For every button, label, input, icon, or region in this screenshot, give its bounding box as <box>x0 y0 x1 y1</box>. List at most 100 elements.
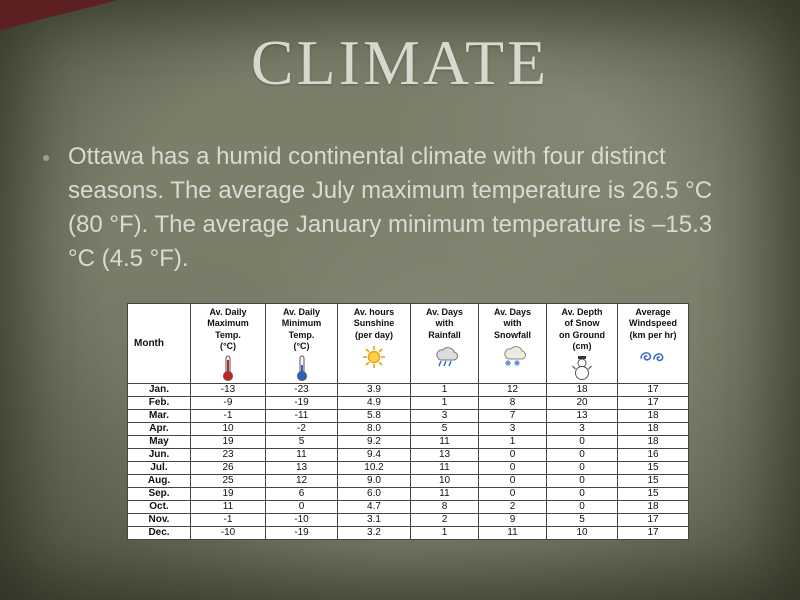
climate-data-table: Month Av. Daily Maximum Temp. (°C) Av. Dai… <box>127 303 689 540</box>
table-row: Mar. -1 -11 5.8 3 7 13 18 <box>127 409 689 423</box>
value-cell: 5 <box>546 513 618 527</box>
bullet-text: Ottawa has a humid continental climate w… <box>68 143 713 272</box>
month-cell: Feb. <box>127 396 191 410</box>
value-cell: 10 <box>190 422 266 436</box>
column-header-label: Month <box>134 337 164 349</box>
value-cell: -11 <box>265 409 338 423</box>
value-cell: 18 <box>546 383 618 397</box>
value-cell: 17 <box>617 396 689 410</box>
value-cell: 13 <box>546 409 618 423</box>
value-cell: 26 <box>190 461 266 475</box>
column-header: Av. Daily Minimum Temp. (°C) <box>265 303 338 384</box>
value-cell: 2 <box>410 513 479 527</box>
slide-title: CLIMATE <box>250 27 550 98</box>
table-row: Apr. 10 -2 8.0 5 3 3 18 <box>127 422 689 436</box>
bullet-item: ● Ottawa has a humid continental climate… <box>42 140 742 276</box>
table-row: Sep. 19 6 6.0 11 0 0 15 <box>127 487 689 501</box>
value-cell: 13 <box>265 461 338 475</box>
value-cell: 5 <box>265 435 338 449</box>
value-cell: -23 <box>265 383 338 397</box>
month-cell: Sep. <box>127 487 191 501</box>
climate-table-container: Month Av. Daily Maximum Temp. (°C) Av. Dai… <box>127 303 689 540</box>
value-cell: 8 <box>410 500 479 514</box>
value-cell: 3.1 <box>337 513 411 527</box>
value-cell: 18 <box>617 422 689 436</box>
thermometer-warm-icon <box>193 355 263 381</box>
value-cell: -10 <box>265 513 338 527</box>
value-cell: 11 <box>410 435 479 449</box>
value-cell: 10 <box>410 474 479 488</box>
sun-icon <box>340 344 408 370</box>
value-cell: 0 <box>546 500 618 514</box>
table-row: Oct. 11 0 4.7 8 2 0 18 <box>127 500 689 514</box>
value-cell: 4.7 <box>337 500 411 514</box>
column-header: Av. Daily Maximum Temp. (°C) <box>190 303 266 384</box>
bullet-icon: ● <box>42 149 51 165</box>
value-cell: 1 <box>478 435 547 449</box>
table-row: Feb. -9 -19 4.9 1 8 20 17 <box>127 396 689 410</box>
value-cell: 9.2 <box>337 435 411 449</box>
table-row: Aug. 25 12 9.0 10 0 0 15 <box>127 474 689 488</box>
month-cell: Apr. <box>127 422 191 436</box>
value-cell: 10 <box>546 526 618 540</box>
month-cell: Jul. <box>127 461 191 475</box>
month-cell: Mar. <box>127 409 191 423</box>
rain-cloud-icon <box>413 344 476 370</box>
value-cell: 3.2 <box>337 526 411 540</box>
value-cell: 19 <box>190 435 266 449</box>
value-cell: 25 <box>190 474 266 488</box>
month-cell: Jan. <box>127 383 191 397</box>
value-cell: 17 <box>617 383 689 397</box>
value-cell: -19 <box>265 526 338 540</box>
value-cell: 12 <box>265 474 338 488</box>
value-cell: 2 <box>478 500 547 514</box>
column-header-label: Av. Days with Rainfall <box>425 307 464 340</box>
value-cell: 13 <box>410 448 479 462</box>
wind-icon <box>620 344 686 370</box>
value-cell: 8 <box>478 396 547 410</box>
value-cell: 0 <box>546 461 618 475</box>
value-cell: 20 <box>546 396 618 410</box>
value-cell: 0 <box>265 500 338 514</box>
value-cell: 9 <box>478 513 547 527</box>
month-cell: Oct. <box>127 500 191 514</box>
value-cell: 0 <box>546 487 618 501</box>
value-cell: -19 <box>265 396 338 410</box>
value-cell: 17 <box>617 513 689 527</box>
value-cell: 10.2 <box>337 461 411 475</box>
table-row: Jun. 23 11 9.4 13 0 0 16 <box>127 448 689 462</box>
value-cell: 16 <box>617 448 689 462</box>
value-cell: 3 <box>478 422 547 436</box>
column-header-label: Av. Days with Snowfall <box>493 307 532 340</box>
value-cell: 0 <box>546 435 618 449</box>
table-row: May 19 5 9.2 11 1 0 18 <box>127 435 689 449</box>
value-cell: 4.9 <box>337 396 411 410</box>
column-header: Av. hours Sunshine (per day) <box>337 303 411 384</box>
column-header: Av. Depth of Snow on Ground (cm) <box>546 303 618 384</box>
value-cell: 5 <box>410 422 479 436</box>
column-header-label: Av. Daily Maximum Temp. (°C) <box>207 307 249 351</box>
table-header-row: Month Av. Daily Maximum Temp. (°C) Av. Dai… <box>127 303 689 384</box>
month-cell: Nov. <box>127 513 191 527</box>
value-cell: 0 <box>546 474 618 488</box>
value-cell: 18 <box>617 409 689 423</box>
value-cell: 8.0 <box>337 422 411 436</box>
snow-cloud-icon <box>481 344 544 370</box>
corner-accent-decoration <box>0 0 118 30</box>
value-cell: 0 <box>478 448 547 462</box>
value-cell: 6 <box>265 487 338 501</box>
column-header-month: Month <box>127 303 191 384</box>
snowman-icon <box>549 355 615 381</box>
column-header-label: Av. Daily Minimum Temp. (°C) <box>281 307 322 351</box>
column-header-label: Average Windspeed (km per hr) <box>629 307 677 340</box>
table-row: Jul. 26 13 10.2 11 0 0 15 <box>127 461 689 475</box>
value-cell: 19 <box>190 487 266 501</box>
table-row: Dec. -10 -19 3.2 1 11 10 17 <box>127 526 689 540</box>
value-cell: 23 <box>190 448 266 462</box>
value-cell: 7 <box>478 409 547 423</box>
value-cell: 12 <box>478 383 547 397</box>
value-cell: 6.0 <box>337 487 411 501</box>
column-header-label: Av. Depth of Snow on Ground (cm) <box>559 307 605 351</box>
value-cell: 0 <box>478 487 547 501</box>
